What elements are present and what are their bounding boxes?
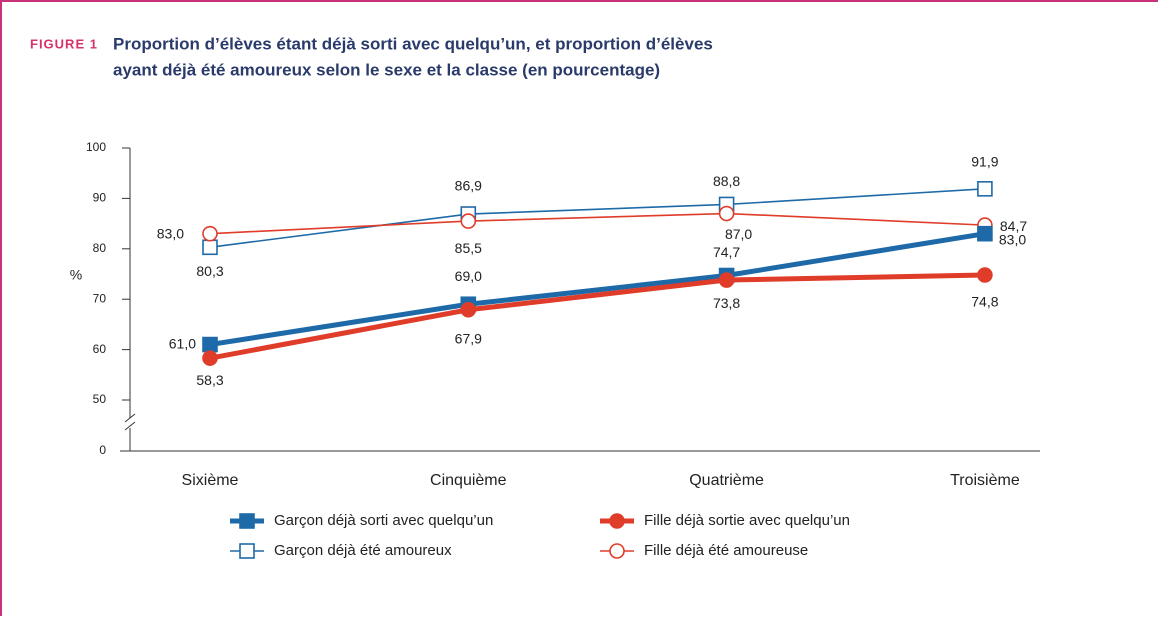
data-label: 74,7 — [713, 244, 740, 260]
point — [718, 205, 735, 222]
x-tick-label: Troisième — [950, 472, 1020, 489]
legend-label: Garçon déjà sorti avec quelqu’un — [274, 512, 493, 529]
legend-marker — [239, 543, 255, 559]
data-label: 61,0 — [169, 335, 196, 351]
y-tick-label: 60 — [93, 342, 107, 356]
point — [202, 350, 218, 366]
point — [460, 301, 477, 318]
y-tick-label: 80 — [93, 241, 107, 255]
legend-label: Garçon déjà été amoureux — [274, 542, 452, 559]
legend-label: Fille déjà été amoureuse — [644, 542, 808, 559]
axis-break — [124, 421, 136, 431]
legend-marker — [609, 513, 625, 529]
data-label: 91,9 — [971, 154, 998, 170]
data-label: 83,0 — [999, 231, 1026, 247]
legend-marker — [239, 513, 255, 529]
y-tick-label: 100 — [86, 140, 106, 154]
y-tick-label: 90 — [93, 191, 107, 205]
chart-title: ayant déjà été amoureux selon le sexe et… — [113, 60, 660, 79]
point — [202, 225, 218, 242]
data-label: 80,3 — [196, 263, 223, 279]
point — [202, 239, 218, 256]
series-line — [209, 212, 985, 235]
data-label: 83,0 — [157, 225, 184, 241]
y-tick-label: 50 — [93, 392, 107, 406]
data-label: 58,3 — [196, 372, 223, 388]
x-tick-label: Quatrième — [689, 472, 764, 489]
point — [718, 272, 735, 288]
data-label: 87,0 — [725, 226, 752, 242]
data-label: 74,8 — [971, 294, 998, 310]
y-tick-label: 70 — [93, 291, 107, 305]
series-line — [209, 188, 985, 249]
data-label: 88,8 — [713, 173, 740, 189]
chart-title: Proportion d’élèves étant déjà sorti ave… — [113, 34, 713, 53]
x-tick-label: Sixième — [182, 472, 239, 489]
data-label: 85,5 — [455, 240, 482, 256]
data-label: 67,9 — [455, 330, 482, 346]
point — [977, 267, 993, 283]
axis-break — [124, 413, 136, 423]
y-axis-label: % — [70, 267, 82, 283]
series-line — [209, 272, 985, 361]
legend-label: Fille déjà sortie avec quelqu’un — [644, 512, 850, 529]
data-label: 69,0 — [455, 268, 482, 284]
data-label: 73,8 — [713, 295, 740, 311]
point — [460, 213, 477, 229]
axis-break-gap — [124, 418, 136, 428]
point — [977, 181, 993, 197]
point — [977, 225, 993, 242]
legend-marker — [609, 543, 625, 559]
x-tick-label: Cinquième — [430, 472, 507, 489]
figure-label: FIGURE 1 — [30, 36, 98, 51]
y-tick-label: 0 — [99, 443, 106, 457]
data-label: 84,7 — [1000, 218, 1027, 234]
point — [202, 336, 218, 353]
data-label: 86,9 — [455, 178, 482, 194]
series-line — [209, 231, 986, 348]
